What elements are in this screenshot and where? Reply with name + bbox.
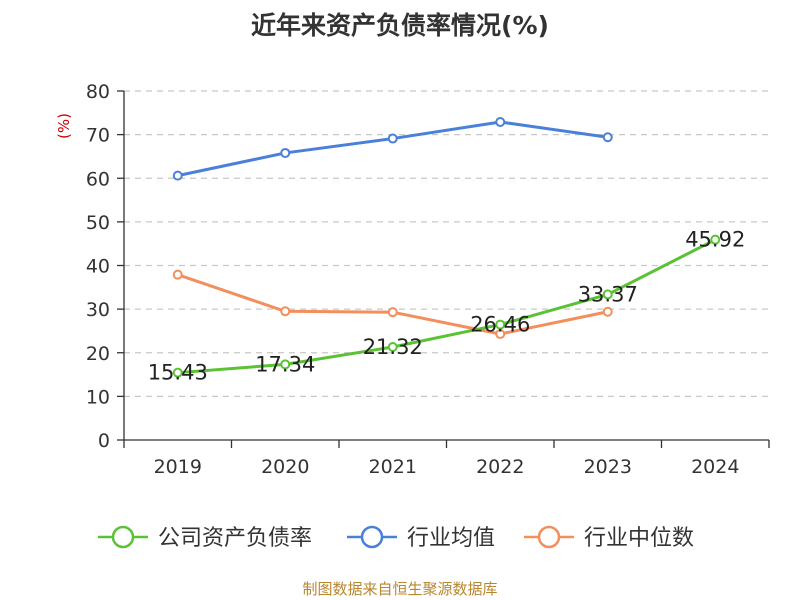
point-1-2023: [602, 132, 613, 143]
y-axis-unit: (%): [55, 113, 73, 139]
point-2-2022: [495, 328, 506, 339]
point-2-2021: [387, 307, 398, 318]
source-footer: 制图数据来自恒生聚源数据库: [302, 580, 498, 598]
x-tick-label-2021: 2021: [369, 456, 417, 478]
point-0-2024: [710, 234, 721, 245]
point-1-2019: [172, 170, 183, 181]
series-line-0: [176, 238, 717, 375]
y-tick-label-10: 10: [86, 386, 110, 408]
data-label-2021: 21.32: [363, 335, 423, 359]
legend-marker-1: [360, 525, 384, 549]
y-tick-label-80: 80: [86, 81, 110, 103]
point-0-2023: [602, 289, 613, 300]
x-tick-label-2020: 2020: [261, 456, 309, 478]
data-labels: 15.43 17.34 21.32 26.46 33.37 45.92: [148, 228, 746, 385]
y-tick-label-0: 0: [98, 430, 110, 452]
chart-title: 近年来资产负债率情况(%): [251, 11, 549, 40]
point-2-2023: [602, 306, 613, 317]
legend: 公司资产负债率 行业均值 行业中位数: [98, 525, 694, 551]
x-tick-label-2019: 2019: [154, 456, 202, 478]
point-0-2021: [387, 341, 398, 352]
point-1-2021: [387, 133, 398, 144]
data-label-2020: 17.34: [255, 352, 315, 376]
point-2-2019: [172, 269, 183, 280]
x-tick-label-2023: 2023: [584, 456, 632, 478]
legend-label-1: 行业均值: [407, 526, 495, 551]
point-2-2020: [280, 306, 291, 317]
point-1-2022: [495, 116, 506, 127]
legend-label-2: 行业中位数: [584, 526, 694, 551]
data-label-2019: 15.43: [148, 361, 208, 385]
y-tick-label-30: 30: [86, 299, 110, 321]
point-0-2019: [172, 367, 183, 378]
data-label-2022: 26.46: [470, 313, 530, 337]
y-tick-label-40: 40: [86, 256, 110, 278]
series-lines: [172, 116, 721, 378]
x-tick-label-2024: 2024: [691, 456, 739, 478]
point-1-2020: [280, 147, 291, 158]
y-tick-label-20: 20: [86, 343, 110, 365]
y-tick-label-50: 50: [86, 212, 110, 234]
series-line-2: [176, 273, 610, 336]
data-label-2024: 45.92: [685, 228, 745, 252]
data-label-2023: 33.37: [578, 282, 638, 306]
axes: 0 10 20 30 40 50 60 70 80 2019 2020 2021 2022 2023 202…: [86, 81, 770, 478]
series-line-1: [176, 120, 610, 178]
legend-label-0: 公司资产负债率: [158, 526, 312, 551]
point-0-2022: [495, 319, 506, 330]
grid-lines: [124, 90, 769, 398]
point-0-2020: [280, 359, 291, 370]
legend-marker-0: [111, 525, 135, 549]
y-tick-label-60: 60: [86, 168, 110, 190]
y-tick-label-70: 70: [86, 125, 110, 147]
x-tick-label-2022: 2022: [476, 456, 524, 478]
legend-marker-2: [537, 525, 561, 549]
